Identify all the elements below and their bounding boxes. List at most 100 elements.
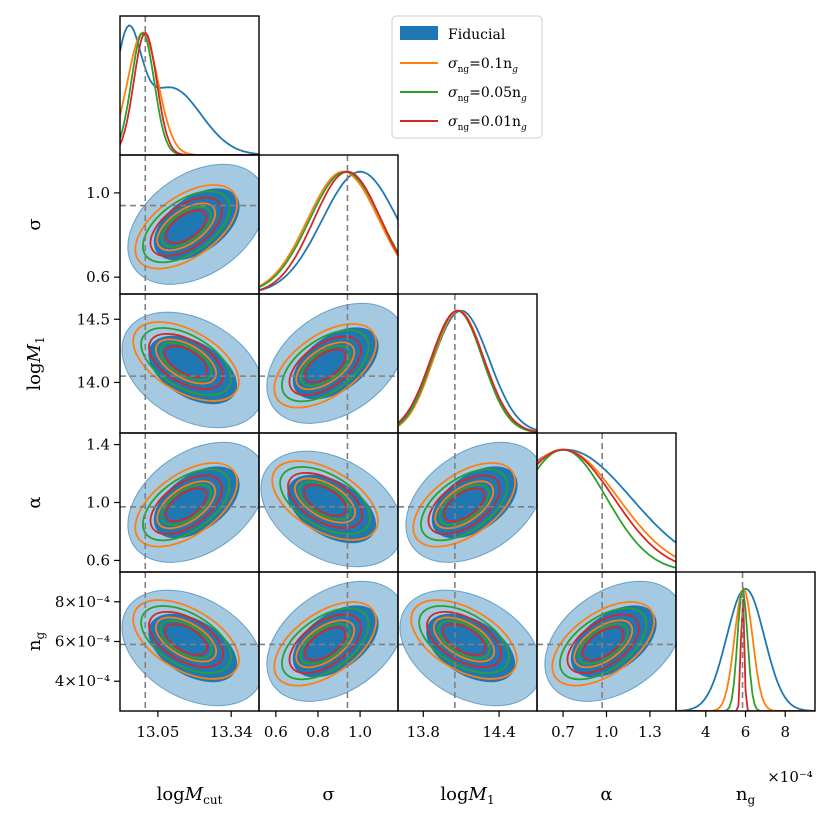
y-tick-label: 1.0	[86, 184, 110, 202]
contour-3-inner	[303, 484, 347, 517]
x-tick-label: 4	[701, 723, 711, 741]
curve-logM1-1	[398, 309, 537, 433]
x-axis-label-alpha: α	[600, 784, 612, 805]
contour-fiducial-inner	[153, 466, 240, 539]
y-tick-label: 14.0	[77, 373, 110, 391]
contour-3-outer	[148, 611, 224, 668]
panel-sigma-sigma	[258, 154, 399, 295]
curve-alpha-2	[537, 448, 676, 569]
y-axis-label-sigma: σ	[24, 218, 45, 230]
legend-label-3: σng=0.01ng	[448, 114, 527, 133]
legend-label-0: Fiducial	[448, 27, 506, 43]
panel-logM1-logMcut: 14.0 14.5	[77, 293, 260, 434]
y-tick-label: 0.6	[86, 551, 110, 569]
contour-1-outer	[273, 323, 378, 409]
contour-1-inner	[433, 616, 496, 663]
x-tick-label: 1.3	[638, 723, 662, 741]
y-tick-label: 8×10⁻⁴	[55, 593, 110, 611]
x-axis-label-sigma: σ	[322, 784, 334, 805]
panel-ng-logM1: 13.8 14.4	[397, 571, 538, 741]
contour-3-outer	[149, 474, 223, 535]
legend-label-1: σng=0.1ng	[448, 56, 518, 75]
svg-text:ng: ng	[24, 632, 47, 652]
contour-3-inner	[164, 623, 208, 656]
contour-2-inner	[299, 344, 351, 387]
x-tick-label: 1.0	[595, 723, 619, 741]
contour-1-outer	[271, 460, 379, 541]
contour-2-outer	[418, 605, 510, 674]
curve-ng-3	[676, 598, 815, 711]
contour-3-outer	[288, 335, 362, 396]
contour-1-outer	[134, 184, 239, 270]
panels: 0.6 1.0 14.0 14.5 0.6 1.0 1.4 13.05 13.34 4×10⁻⁴ 6…	[55, 15, 816, 741]
curve-sigma-0	[259, 170, 398, 292]
legend-swatch-fiducial	[400, 26, 438, 40]
panel-alpha-logM1	[397, 432, 538, 573]
contour-2-inner	[299, 622, 351, 665]
y-tick-label: 4×10⁻⁴	[55, 672, 110, 690]
contour-3-inner	[582, 626, 625, 662]
contour-1-inner	[156, 202, 217, 252]
curve-sigma-1	[259, 170, 398, 288]
contour-1-outer	[412, 462, 517, 548]
x-tick-label: 6	[741, 723, 751, 741]
panel-alpha-alpha	[536, 432, 677, 573]
contour-1-outer	[273, 601, 378, 687]
legend-label-2: σng=0.05ng	[448, 85, 527, 104]
x-axis-label-ng: ng	[736, 784, 756, 807]
contour-1-inner	[155, 616, 218, 663]
contour-2-inner	[438, 483, 490, 526]
contour-2-inner	[160, 205, 212, 248]
panel-logM1-logM1	[397, 293, 538, 434]
contour-3-outer	[427, 474, 501, 535]
curve-logM1-0	[398, 309, 537, 431]
panel-ng-logMcut: 13.05 13.34 4×10⁻⁴ 6×10⁻⁴ 8×10⁻⁴	[55, 571, 260, 741]
contour-3-inner	[165, 209, 208, 245]
curve-logM1-2	[398, 309, 537, 433]
contour-2-outer	[140, 327, 232, 396]
contour-1-outer	[134, 462, 239, 548]
panel-frame	[536, 432, 677, 573]
x-tick-label: 14.4	[482, 723, 515, 741]
contour-1-outer	[551, 601, 656, 687]
contour-2-inner	[577, 622, 629, 665]
curve-alpha-1	[537, 448, 676, 558]
x-axis-label-logM1: logM1	[440, 784, 494, 807]
curve-ng-0	[676, 587, 815, 711]
y-axis-labels: σ logM1 α ng	[24, 218, 47, 651]
contour-3-outer	[426, 611, 502, 668]
y-tick-label: 14.5	[77, 310, 110, 328]
contour-2-inner	[437, 619, 491, 660]
contour-3-outer	[566, 613, 640, 674]
contour-1-inner	[155, 338, 218, 385]
contour-1-inner	[294, 477, 357, 524]
legend: Fiducial σng=0.1ng σng=0.05ng σng=0.01ng	[391, 15, 543, 139]
contour-1-outer	[410, 599, 518, 680]
x-axis-labels: logMcut σ logM1 α ng ×10⁻⁴	[157, 768, 813, 807]
contour-1-outer	[132, 599, 240, 680]
x-tick-label: 8	[780, 723, 790, 741]
x-tick-label: 13.05	[136, 723, 179, 741]
contour-3-inner	[304, 626, 347, 662]
svg-text:logM1: logM1	[24, 336, 47, 390]
panel-alpha-logMcut: 0.6 1.0 1.4	[86, 432, 260, 573]
contour-2-outer	[281, 607, 370, 681]
contour-3-inner	[443, 487, 486, 523]
panel-ng-alpha: 0.7 1.0 1.3	[536, 571, 677, 741]
x-tick-label: 1.0	[348, 723, 372, 741]
curve-logMcut-2	[120, 31, 259, 155]
contour-3-outer	[288, 613, 362, 674]
contour-fiducial-inner	[431, 466, 518, 539]
panel-ng-sigma: 0.6 0.8 1.0	[258, 571, 399, 741]
curve-alpha-3	[537, 448, 676, 563]
panel-logMcut-logMcut	[119, 15, 260, 156]
curve-sigma-3	[259, 170, 398, 291]
contour-1-outer	[132, 321, 240, 402]
curve-logM1-3	[398, 309, 537, 433]
panel-ng-ng: 4 6 8	[675, 571, 816, 741]
contour-1-inner	[573, 619, 634, 669]
contour-3-outer	[149, 196, 223, 257]
curve-logMcut-0	[120, 24, 259, 155]
x-tick-label: 0.6	[264, 723, 288, 741]
